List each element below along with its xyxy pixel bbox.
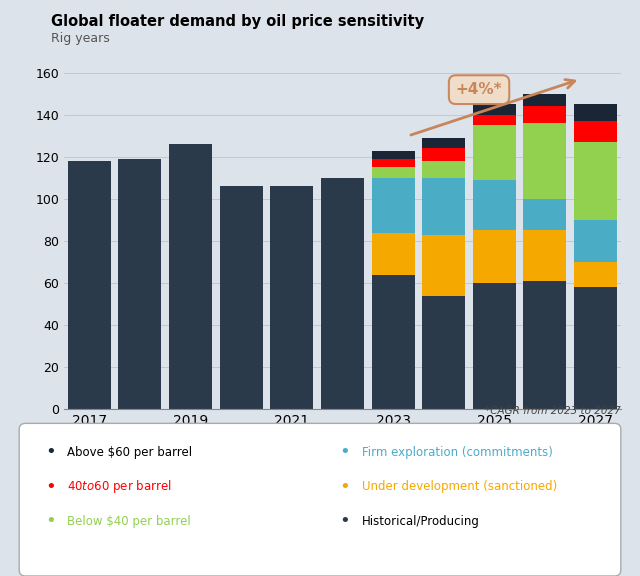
Bar: [473, 180, 516, 230]
Bar: [422, 295, 465, 409]
Bar: [371, 168, 415, 178]
Bar: [524, 94, 566, 107]
Bar: [473, 115, 516, 126]
Bar: [270, 186, 314, 409]
Text: Firm exploration (commitments): Firm exploration (commitments): [362, 446, 552, 458]
Text: •: •: [339, 478, 350, 496]
Bar: [422, 178, 465, 234]
Bar: [473, 126, 516, 180]
Bar: [68, 161, 111, 409]
Text: Under development (sanctioned): Under development (sanctioned): [362, 480, 557, 493]
Bar: [422, 149, 465, 161]
Bar: [371, 178, 415, 233]
Bar: [371, 150, 415, 159]
Bar: [422, 161, 465, 178]
Text: •: •: [45, 512, 56, 530]
Bar: [473, 104, 516, 115]
Bar: [422, 138, 465, 149]
Bar: [574, 220, 617, 262]
Bar: [524, 281, 566, 409]
Text: Above $60 per barrel: Above $60 per barrel: [67, 446, 193, 458]
Bar: [524, 230, 566, 281]
Bar: [220, 186, 262, 409]
Bar: [524, 199, 566, 230]
Bar: [371, 159, 415, 168]
Bar: [118, 159, 161, 409]
Bar: [574, 104, 617, 121]
Bar: [574, 262, 617, 287]
Bar: [574, 121, 617, 142]
Text: Historical/Producing: Historical/Producing: [362, 515, 479, 528]
Bar: [371, 233, 415, 275]
Bar: [422, 234, 465, 295]
Text: Below $40 per barrel: Below $40 per barrel: [67, 515, 191, 528]
Text: •: •: [339, 443, 350, 461]
Text: $40 to $60 per barrel: $40 to $60 per barrel: [67, 478, 172, 495]
Text: Global floater demand by oil price sensitivity: Global floater demand by oil price sensi…: [51, 14, 424, 29]
Bar: [524, 107, 566, 123]
Text: •: •: [45, 443, 56, 461]
Bar: [574, 287, 617, 409]
Bar: [524, 123, 566, 199]
Text: •: •: [45, 478, 56, 496]
Text: *CAGR from 2023 to 2027: *CAGR from 2023 to 2027: [485, 406, 621, 416]
Bar: [321, 178, 364, 409]
Bar: [473, 230, 516, 283]
Bar: [574, 142, 617, 220]
Text: Rig years: Rig years: [51, 32, 110, 45]
Bar: [473, 283, 516, 409]
Text: •: •: [339, 512, 350, 530]
Bar: [169, 144, 212, 409]
Bar: [371, 275, 415, 409]
Text: +4%*: +4%*: [456, 82, 502, 97]
